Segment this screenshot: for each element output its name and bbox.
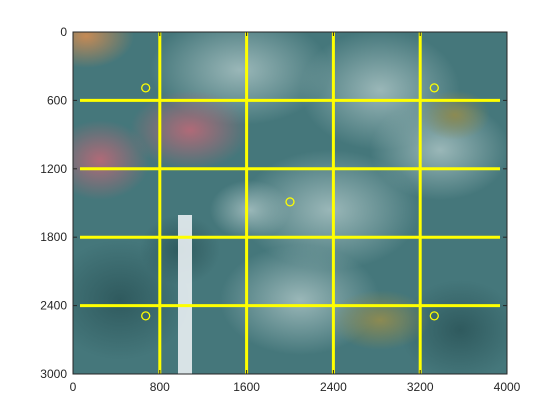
grid-lines (80, 32, 500, 374)
x-tick-label: 3200 (407, 380, 434, 394)
x-tick-label: 800 (150, 380, 170, 394)
x-tick-label: 1600 (233, 380, 260, 394)
y-tick-label: 1800 (40, 230, 67, 244)
circle-marker (429, 83, 439, 93)
circle-marker (141, 311, 151, 321)
y-tick-label: 1200 (40, 162, 67, 176)
circle-marker (285, 197, 295, 207)
tick-marks (72, 31, 508, 375)
y-axis: 0 600 1200 1800 2400 3000 (40, 25, 67, 381)
y-tick-label: 3000 (40, 367, 67, 381)
y-tick-label: 600 (47, 93, 67, 107)
circle-marker (141, 83, 151, 93)
y-tick-label: 0 (60, 25, 67, 39)
x-tick-label: 2400 (320, 380, 347, 394)
x-axis: 0 800 1600 2400 3200 4000 (70, 380, 521, 394)
x-tick-label: 0 (70, 380, 77, 394)
y-tick-label: 2400 (40, 299, 67, 313)
circle-marker (429, 311, 439, 321)
reef-photo (73, 32, 507, 374)
x-tick-label: 4000 (494, 380, 521, 394)
axes-frame (72, 31, 508, 375)
circle-markers (141, 83, 439, 321)
